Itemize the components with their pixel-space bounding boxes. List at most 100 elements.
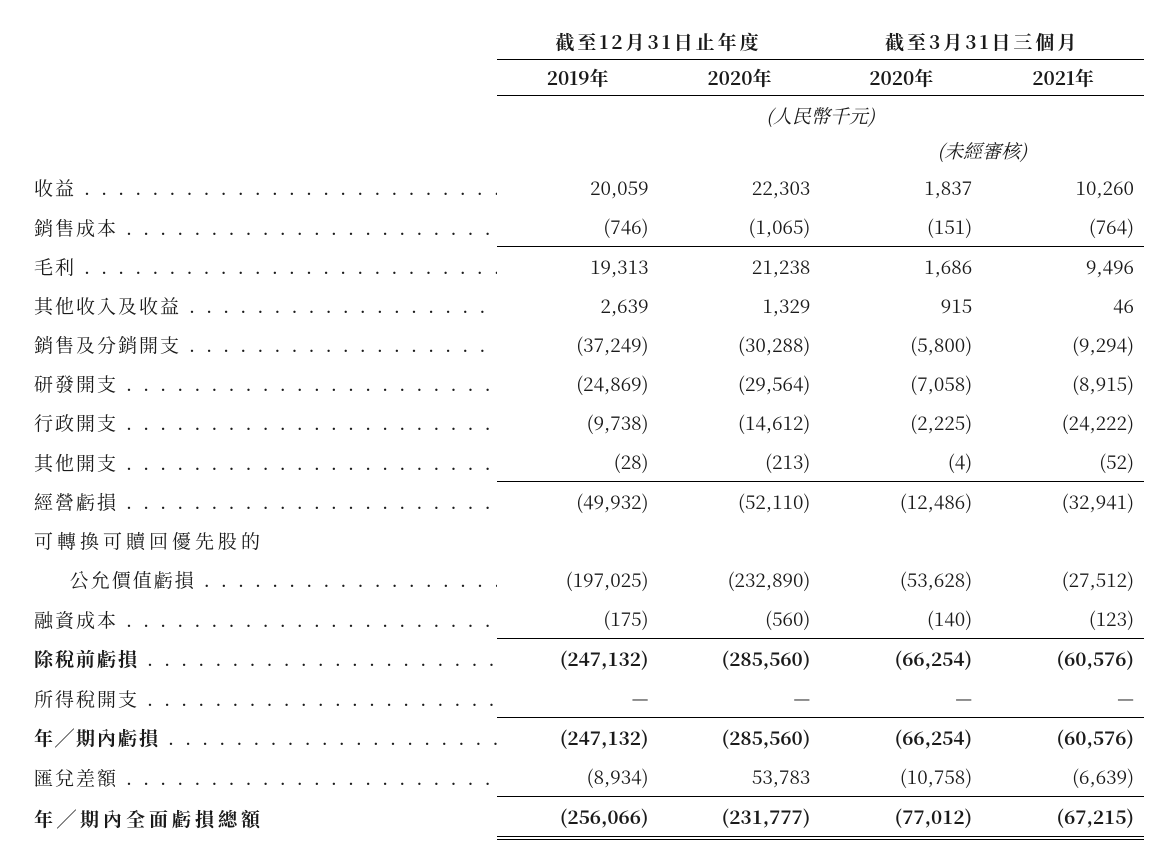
lbl-total-comp: 年╱期內全面虧損總額	[28, 797, 497, 839]
cell: (8,934)	[497, 757, 659, 797]
cell: (247,132)	[497, 718, 659, 758]
hdr-2019: 2019年	[497, 60, 659, 96]
cell: (764)	[982, 207, 1144, 247]
cell: (24,869)	[497, 364, 659, 403]
cell: 19,313	[497, 247, 659, 287]
row-tax: 所得稅開支 — — — —	[28, 678, 1144, 718]
cell: (52,110)	[659, 482, 821, 522]
hdr-year-span: 截至12月31日止年度	[497, 24, 821, 60]
cell: 21,238	[659, 247, 821, 287]
row-total-comp: 年╱期內全面虧損總額 (256,066) (231,777) (77,012) …	[28, 797, 1144, 839]
cell: (1,065)	[659, 207, 821, 247]
lbl-fx: 匯兌差額	[28, 757, 497, 797]
cell: 1,686	[820, 247, 982, 287]
cell: (32,941)	[982, 482, 1144, 522]
cell: (60,576)	[982, 718, 1144, 758]
cell: (285,560)	[659, 639, 821, 679]
income-statement-table: 截至12月31日止年度 截至3月31日三個月 2019年 2020年 2020年…	[28, 24, 1144, 840]
cell: (53,628)	[820, 560, 982, 599]
unaudited-label: (未經審核)	[820, 133, 1144, 168]
hdr-2020q: 2020年	[820, 60, 982, 96]
row-admin: 行政開支 (9,738) (14,612) (2,225) (24,222)	[28, 403, 1144, 442]
cell: (140)	[820, 599, 982, 639]
unit-label: (人民幣千元)	[497, 96, 1144, 134]
cell: 20,059	[497, 168, 659, 207]
cell: 2,639	[497, 286, 659, 325]
cell: (256,066)	[497, 797, 659, 839]
cell: (247,132)	[497, 639, 659, 679]
cell: (24,222)	[982, 403, 1144, 442]
cell: (9,294)	[982, 325, 1144, 364]
cell: (29,564)	[659, 364, 821, 403]
cell: (27,512)	[982, 560, 1144, 599]
row-other-exp: 其他開支 (28) (213) (4) (52)	[28, 442, 1144, 482]
lbl-cogs: 銷售成本	[28, 207, 497, 247]
cell: 10,260	[982, 168, 1144, 207]
hdr-quarter-span: 截至3月31日三個月	[820, 24, 1144, 60]
cell: 22,303	[659, 168, 821, 207]
header-unit: (人民幣千元)	[28, 96, 1144, 134]
cell: —	[820, 678, 982, 718]
cell: (8,915)	[982, 364, 1144, 403]
header-years: 2019年 2020年 2020年 2021年	[28, 60, 1144, 96]
cell: (66,254)	[820, 639, 982, 679]
hdr-2021q: 2021年	[982, 60, 1144, 96]
row-gross: 毛利 19,313 21,238 1,686 9,496	[28, 247, 1144, 287]
row-op-loss: 經營虧損 (49,932) (52,110) (12,486) (32,941)	[28, 482, 1144, 522]
cell: (746)	[497, 207, 659, 247]
cell: (52)	[982, 442, 1144, 482]
row-pretax: 除稅前虧損 (247,132) (285,560) (66,254) (60,5…	[28, 639, 1144, 679]
cell: (28)	[497, 442, 659, 482]
lbl-other-income: 其他收入及收益	[28, 286, 497, 325]
row-conv-pref-2: 公允價值虧損 (197,025) (232,890) (53,628) (27,…	[28, 560, 1144, 599]
lbl-period-loss: 年╱期內虧損	[28, 718, 497, 758]
row-finance: 融資成本 (175) (560) (140) (123)	[28, 599, 1144, 639]
row-revenue: 收益 20,059 22,303 1,837 10,260	[28, 168, 1144, 207]
cell: (175)	[497, 599, 659, 639]
lbl-other-exp: 其他開支	[28, 442, 497, 482]
cell: (232,890)	[659, 560, 821, 599]
cell: —	[497, 678, 659, 718]
cell: (37,249)	[497, 325, 659, 364]
cell: (123)	[982, 599, 1144, 639]
cell: (14,612)	[659, 403, 821, 442]
header-period-span: 截至12月31日止年度 截至3月31日三個月	[28, 24, 1144, 60]
cell: 915	[820, 286, 982, 325]
lbl-finance: 融資成本	[28, 599, 497, 639]
row-fx: 匯兌差額 (8,934) 53,783 (10,758) (6,639)	[28, 757, 1144, 797]
cell: (5,800)	[820, 325, 982, 364]
row-selling: 銷售及分銷開支 (37,249) (30,288) (5,800) (9,294…	[28, 325, 1144, 364]
cell: 53,783	[659, 757, 821, 797]
lbl-selling: 銷售及分銷開支	[28, 325, 497, 364]
cell: (4)	[820, 442, 982, 482]
cell: (66,254)	[820, 718, 982, 758]
cell: —	[659, 678, 821, 718]
lbl-admin: 行政開支	[28, 403, 497, 442]
cell: (10,758)	[820, 757, 982, 797]
cell: (12,486)	[820, 482, 982, 522]
cell: (30,288)	[659, 325, 821, 364]
cell: 46	[982, 286, 1144, 325]
row-period-loss: 年╱期內虧損 (247,132) (285,560) (66,254) (60,…	[28, 718, 1144, 758]
cell: (560)	[659, 599, 821, 639]
cell: (151)	[820, 207, 982, 247]
cell: 1,329	[659, 286, 821, 325]
row-cogs: 銷售成本 (746) (1,065) (151) (764)	[28, 207, 1144, 247]
cell: (2,225)	[820, 403, 982, 442]
lbl-conv-pref-1: 可轉換可贖回優先股的	[28, 521, 497, 560]
lbl-rnd: 研發開支	[28, 364, 497, 403]
lbl-revenue: 收益	[28, 168, 497, 207]
cell: 1,837	[820, 168, 982, 207]
row-conv-pref-1: 可轉換可贖回優先股的	[28, 521, 1144, 560]
cell: 9,496	[982, 247, 1144, 287]
cell: (7,058)	[820, 364, 982, 403]
cell: (9,738)	[497, 403, 659, 442]
header-unaudited: (未經審核)	[28, 133, 1144, 168]
hdr-2020: 2020年	[659, 60, 821, 96]
cell: (77,012)	[820, 797, 982, 839]
cell: (231,777)	[659, 797, 821, 839]
cell: (213)	[659, 442, 821, 482]
row-rnd: 研發開支 (24,869) (29,564) (7,058) (8,915)	[28, 364, 1144, 403]
lbl-pretax: 除稅前虧損	[28, 639, 497, 679]
lbl-op-loss: 經營虧損	[28, 482, 497, 522]
